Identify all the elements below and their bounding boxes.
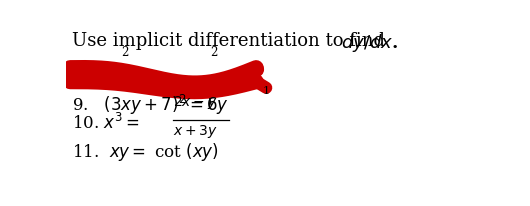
Text: $2x-y$: $2x-y$ <box>173 94 218 111</box>
Text: Use implicit differentiation to find: Use implicit differentiation to find <box>73 32 391 49</box>
Text: 2: 2 <box>210 46 217 59</box>
Text: 11.  $xy = $ cot $(xy)$: 11. $xy = $ cot $(xy)$ <box>73 140 219 162</box>
Text: 2: 2 <box>121 46 128 59</box>
Text: 9.   $(3xy + 7)^2 = 6y$: 9. $(3xy + 7)^2 = 6y$ <box>73 93 229 117</box>
Text: 10. $x^3 = $: 10. $x^3 = $ <box>73 113 140 133</box>
Text: $\mathit{dy/dx}$.: $\mathit{dy/dx}$. <box>341 32 399 54</box>
Text: $x+3y$: $x+3y$ <box>173 123 218 140</box>
Text: 1: 1 <box>262 85 269 95</box>
